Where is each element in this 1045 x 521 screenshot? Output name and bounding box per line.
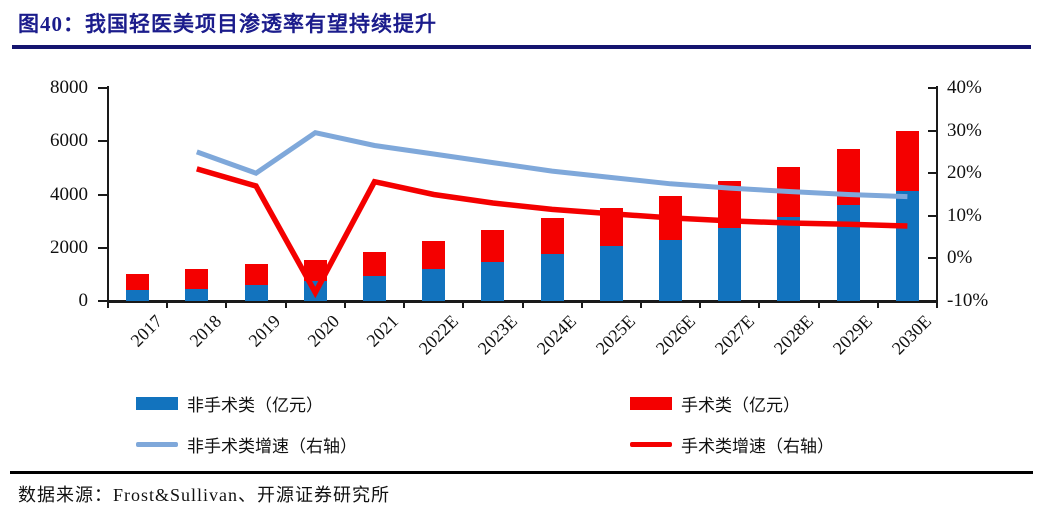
y-axis-right-label: -10% [947,290,989,311]
x-axis-tick [284,301,287,308]
x-axis-tick [876,301,879,308]
bar-segment-surgical [718,181,742,228]
nonsurgical-bar-swatch-icon [136,397,178,410]
x-axis-tick [758,301,761,308]
x-axis-tick [462,301,465,308]
bar-segment-surgical [303,259,327,282]
bar-segment-surgical [362,251,386,276]
y-axis-right-label: 0% [947,247,973,269]
x-axis-tick [343,301,346,308]
legend-item-surgical-bar: 手术类（亿元） [630,391,834,416]
data-source-text: 数据来源：Frost&Sullivan、开源证券研究所 [18,485,391,505]
bar-segment-nonsurgical [422,269,446,301]
x-axis-tick [166,301,169,308]
bar-segment-nonsurgical [777,217,801,301]
bar-segment-surgical [126,274,150,291]
x-axis-tick [521,301,524,308]
y-axis-left-tick [98,140,107,143]
y-axis-left-tick [98,246,107,249]
y-axis-right-tick [928,214,937,217]
y-axis-left-label: 2000 [50,236,88,258]
x-axis-tick [403,301,406,308]
y-axis-left-label: 6000 [50,130,88,152]
growth-line-nonsurgical [195,130,908,200]
x-axis-tick [936,301,938,308]
y-axis-right-tick [928,87,937,89]
bar-segment-nonsurgical [303,281,327,301]
y-axis-right-label: 20% [947,162,982,184]
y-axis-left-tick [98,193,107,196]
y-axis-right-label: 30% [947,119,982,141]
bar-segment-nonsurgical [659,239,683,301]
y-axis-left-label: 8000 [50,77,88,98]
bar-segment-surgical [777,166,801,218]
x-axis-tick [107,301,109,308]
bar-segment-nonsurgical [895,190,919,301]
surgical-bar-swatch-icon [630,397,672,410]
bar-segment-nonsurgical [244,285,268,301]
y-axis-right-tick [928,172,937,175]
figure-title: 图40：我国轻医美项目渗透率有望持续提升 [18,12,437,36]
y-axis-left-label: 4000 [50,183,88,205]
y-axis-left-label: 0 [78,290,89,311]
legend-item-nonsurgical-bar: 非手术类（亿元） [136,391,357,416]
y-axis-left-line [107,86,109,301]
legend-column-right: 手术类（亿元） 手术类增速（右轴） [630,391,834,457]
legend-label: 非手术类增速（右轴） [187,437,357,456]
nonsurgical-line-swatch-icon [136,442,178,447]
bar-segment-nonsurgical [718,227,742,301]
y-axis-right-label: 40% [947,77,982,98]
bar-segment-surgical [244,263,268,286]
bar-segment-surgical [599,207,623,247]
bar-segment-surgical [895,130,919,191]
y-axis-left-tick [98,87,107,89]
y-axis-left-tick [98,300,107,302]
x-axis-tick [699,301,702,308]
bar-segment-surgical [185,269,209,290]
legend-column-left: 非手术类（亿元） 非手术类增速（右轴） [136,391,357,457]
y-axis-right-line [936,86,938,301]
y-axis-right-tick [928,257,937,260]
bar-segment-surgical [836,149,860,206]
x-axis-tick [580,301,583,308]
y-axis-right-tick [928,300,937,302]
bar-segment-nonsurgical [599,246,623,301]
bar-segment-nonsurgical [126,290,150,301]
bar-segment-nonsurgical [185,289,209,301]
y-axis-right-tick [928,129,937,132]
source-divider [10,471,1033,474]
legend-label: 非手术类（亿元） [187,396,323,415]
legend-item-nonsurgical-growth-line: 非手术类增速（右轴） [136,432,357,457]
x-axis-tick [225,301,228,308]
title-divider [12,45,1031,49]
bar-segment-nonsurgical [540,254,564,301]
bar-segment-surgical [422,241,446,270]
bar-segment-nonsurgical [836,205,860,301]
bar-segment-surgical [540,218,564,255]
x-axis-tick [817,301,820,308]
legend-label: 手术类（亿元） [681,396,800,415]
legend-label: 手术类增速（右轴） [681,437,834,456]
bar-segment-surgical [659,195,683,240]
x-axis-tick [639,301,642,308]
y-axis-right-label: 10% [947,204,982,226]
bar-segment-nonsurgical [481,262,505,301]
bar-segment-surgical [481,230,505,263]
bar-segment-nonsurgical [362,275,386,301]
surgical-line-swatch-icon [630,442,672,447]
legend-item-surgical-growth-line: 手术类增速（右轴） [630,432,834,457]
